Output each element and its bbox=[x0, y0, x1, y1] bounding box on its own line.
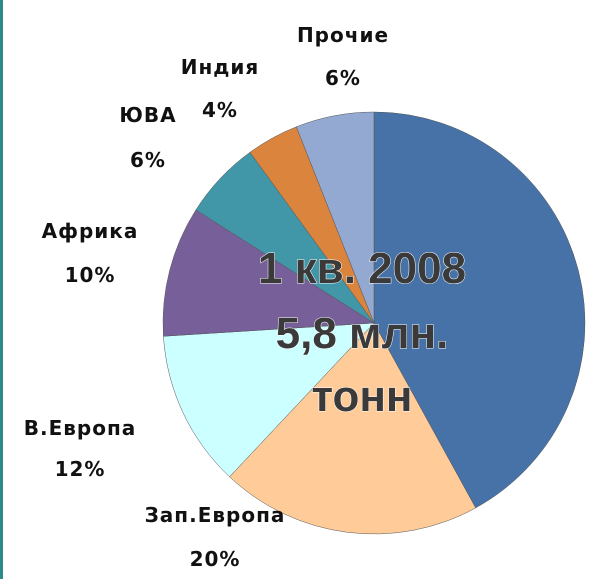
pie-slice bbox=[229, 322, 476, 535]
pie-slice bbox=[296, 111, 375, 324]
category-label: Индия bbox=[181, 55, 260, 79]
category-label: ЮВА bbox=[119, 103, 176, 127]
category-label: Зап.Европа bbox=[145, 503, 286, 527]
value-label: 12% bbox=[55, 457, 106, 481]
center-annotation: 1 кв. 2008 bbox=[258, 244, 466, 293]
category-label: В.Европа bbox=[24, 416, 137, 440]
value-label: 4% bbox=[202, 98, 238, 122]
left-border bbox=[0, 0, 3, 579]
value-label: 20% bbox=[190, 547, 241, 571]
center-annotation: тонн bbox=[312, 372, 413, 421]
category-label: Африка bbox=[42, 219, 139, 243]
value-label: 6% bbox=[325, 66, 361, 90]
pie-slice bbox=[162, 209, 375, 337]
category-label: Прочие bbox=[297, 23, 389, 47]
pie-slice bbox=[373, 111, 586, 509]
pie-slice bbox=[163, 322, 375, 478]
value-label: 6% bbox=[130, 148, 166, 172]
value-label: 10% bbox=[65, 263, 116, 287]
center-annotation: 5,8 млн. bbox=[276, 309, 449, 358]
